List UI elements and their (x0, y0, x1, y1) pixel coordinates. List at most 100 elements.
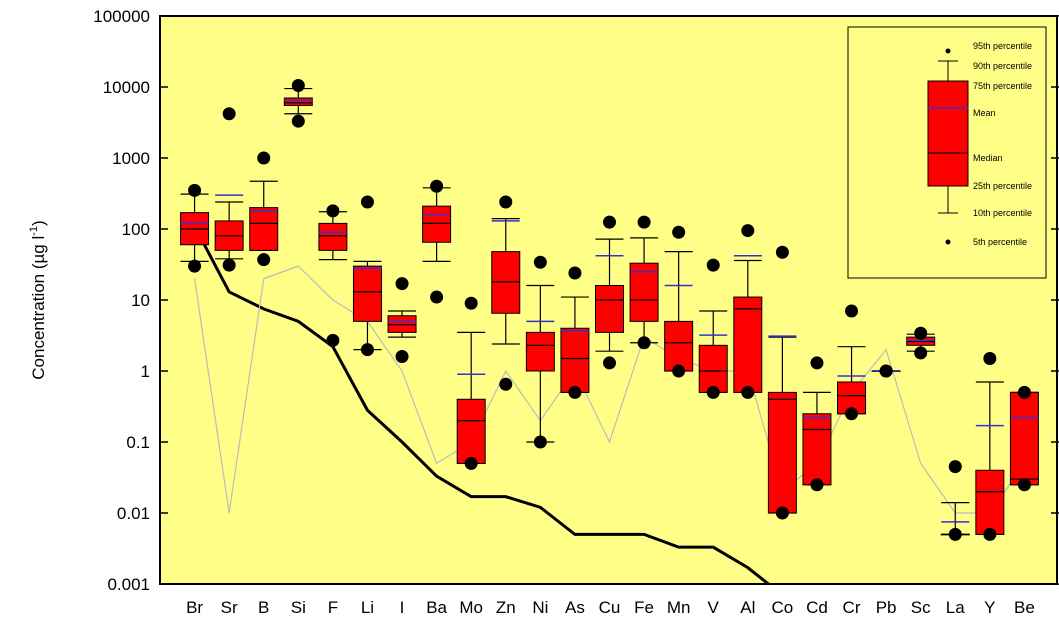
x-tick-label: Si (291, 598, 306, 617)
line (193, 225, 771, 584)
p95-dot (533, 255, 547, 269)
box (318, 222, 348, 251)
box (698, 344, 728, 393)
p95-dot (430, 179, 444, 193)
x-tick-label: As (565, 598, 585, 617)
y-tick-label: 10 (131, 291, 150, 310)
p95-dot (810, 356, 824, 370)
p5-dot (706, 385, 720, 399)
p95-dot (360, 195, 374, 209)
y-tick-label: 0.1 (126, 433, 150, 452)
p95-dot (983, 351, 997, 365)
x-tick-label: Cu (599, 598, 621, 617)
p5-dot (983, 527, 997, 541)
legend: 95th percentile 90th percentile 75th perce… (847, 26, 1047, 279)
y-tick-label: 10000 (103, 78, 150, 97)
p5-dot (464, 456, 478, 470)
legend-label: 90th percentile (973, 61, 1032, 71)
p5-dot (1017, 478, 1031, 492)
box (664, 320, 694, 372)
box (595, 285, 624, 333)
box (456, 398, 486, 464)
p5-dot (222, 258, 236, 272)
x-tick-label: Zn (496, 598, 516, 617)
p95-dot (948, 460, 962, 474)
p5-dot (430, 290, 444, 304)
p5-dot (257, 253, 271, 267)
y-tick-label: 0.01 (117, 504, 150, 523)
box (975, 469, 1005, 535)
box (802, 413, 832, 486)
box (352, 265, 382, 322)
x-tick-label: Br (186, 598, 203, 617)
p5-dot (914, 346, 928, 360)
x-tick-label: Y (984, 598, 995, 617)
legend-label: 95th percentile (973, 41, 1032, 51)
box (560, 327, 590, 393)
y-tick-label: 100000 (93, 7, 150, 26)
x-tick-label: B (258, 598, 269, 617)
line (193, 265, 1025, 514)
p95-dot (464, 296, 478, 310)
legend-label: 25th percentile (973, 181, 1032, 191)
x-tick-label: Ba (426, 598, 447, 617)
y-tick-label: 1 (141, 362, 150, 381)
y-axis-label: Concentration (µg l-1) (28, 220, 48, 379)
box (283, 97, 313, 106)
box (249, 207, 279, 251)
box (629, 262, 659, 322)
x-tick-label: Pb (876, 598, 897, 617)
legend-label: Mean (973, 108, 996, 118)
x-tick-label: Li (361, 598, 374, 617)
box (767, 391, 797, 514)
y-tick-label: 1000 (112, 149, 150, 168)
x-tick-label: Sr (221, 598, 238, 617)
x-tick-label: Fe (634, 598, 654, 617)
y-tick-label: 0.001 (107, 575, 150, 594)
p95-dot (914, 326, 928, 340)
legend-frame (847, 26, 1047, 279)
x-tick-label: Ni (532, 598, 548, 617)
p95-dot (188, 183, 202, 197)
legend-label: 5th percentile (973, 237, 1027, 247)
legend-label: 10th percentile (973, 208, 1032, 218)
p95-dot (395, 277, 409, 291)
p5-dot (326, 333, 340, 347)
p95-dot (257, 151, 271, 165)
legend-dot (945, 48, 951, 54)
legend-label: Median (973, 153, 1003, 163)
p95-dot (741, 224, 755, 238)
p5-dot (499, 377, 513, 391)
p95-dot (775, 245, 789, 259)
p95-dot (706, 258, 720, 272)
p95-dot (672, 225, 686, 239)
legend-box (927, 80, 969, 187)
legend-label: 75th percentile (973, 81, 1032, 91)
box (1009, 391, 1039, 486)
x-tick-label: Be (1014, 598, 1035, 617)
x-tick-label: F (328, 598, 338, 617)
p95-dot (291, 78, 305, 92)
p95-dot (603, 215, 616, 229)
p5-dot (533, 435, 547, 449)
p5-dot (395, 350, 409, 364)
y-tick-label: 100 (122, 220, 150, 239)
box (733, 296, 763, 393)
p95-dot (1017, 385, 1031, 399)
p5-dot (810, 478, 824, 492)
x-tick-label: Co (772, 598, 794, 617)
p5-dot (360, 343, 374, 357)
box (525, 331, 555, 372)
p95-dot (222, 107, 236, 121)
p95-dot (879, 364, 893, 378)
x-tick-label: I (400, 598, 405, 617)
p95-dot (845, 304, 859, 318)
p5-dot (291, 114, 305, 128)
p5-dot (637, 336, 651, 350)
x-tick-label: Cr (843, 598, 861, 617)
p95-dot (568, 266, 582, 280)
x-tick-label: Al (740, 598, 755, 617)
x-tick-label: Mn (667, 598, 691, 617)
p5-dot (845, 407, 859, 421)
p5-dot (603, 356, 616, 370)
